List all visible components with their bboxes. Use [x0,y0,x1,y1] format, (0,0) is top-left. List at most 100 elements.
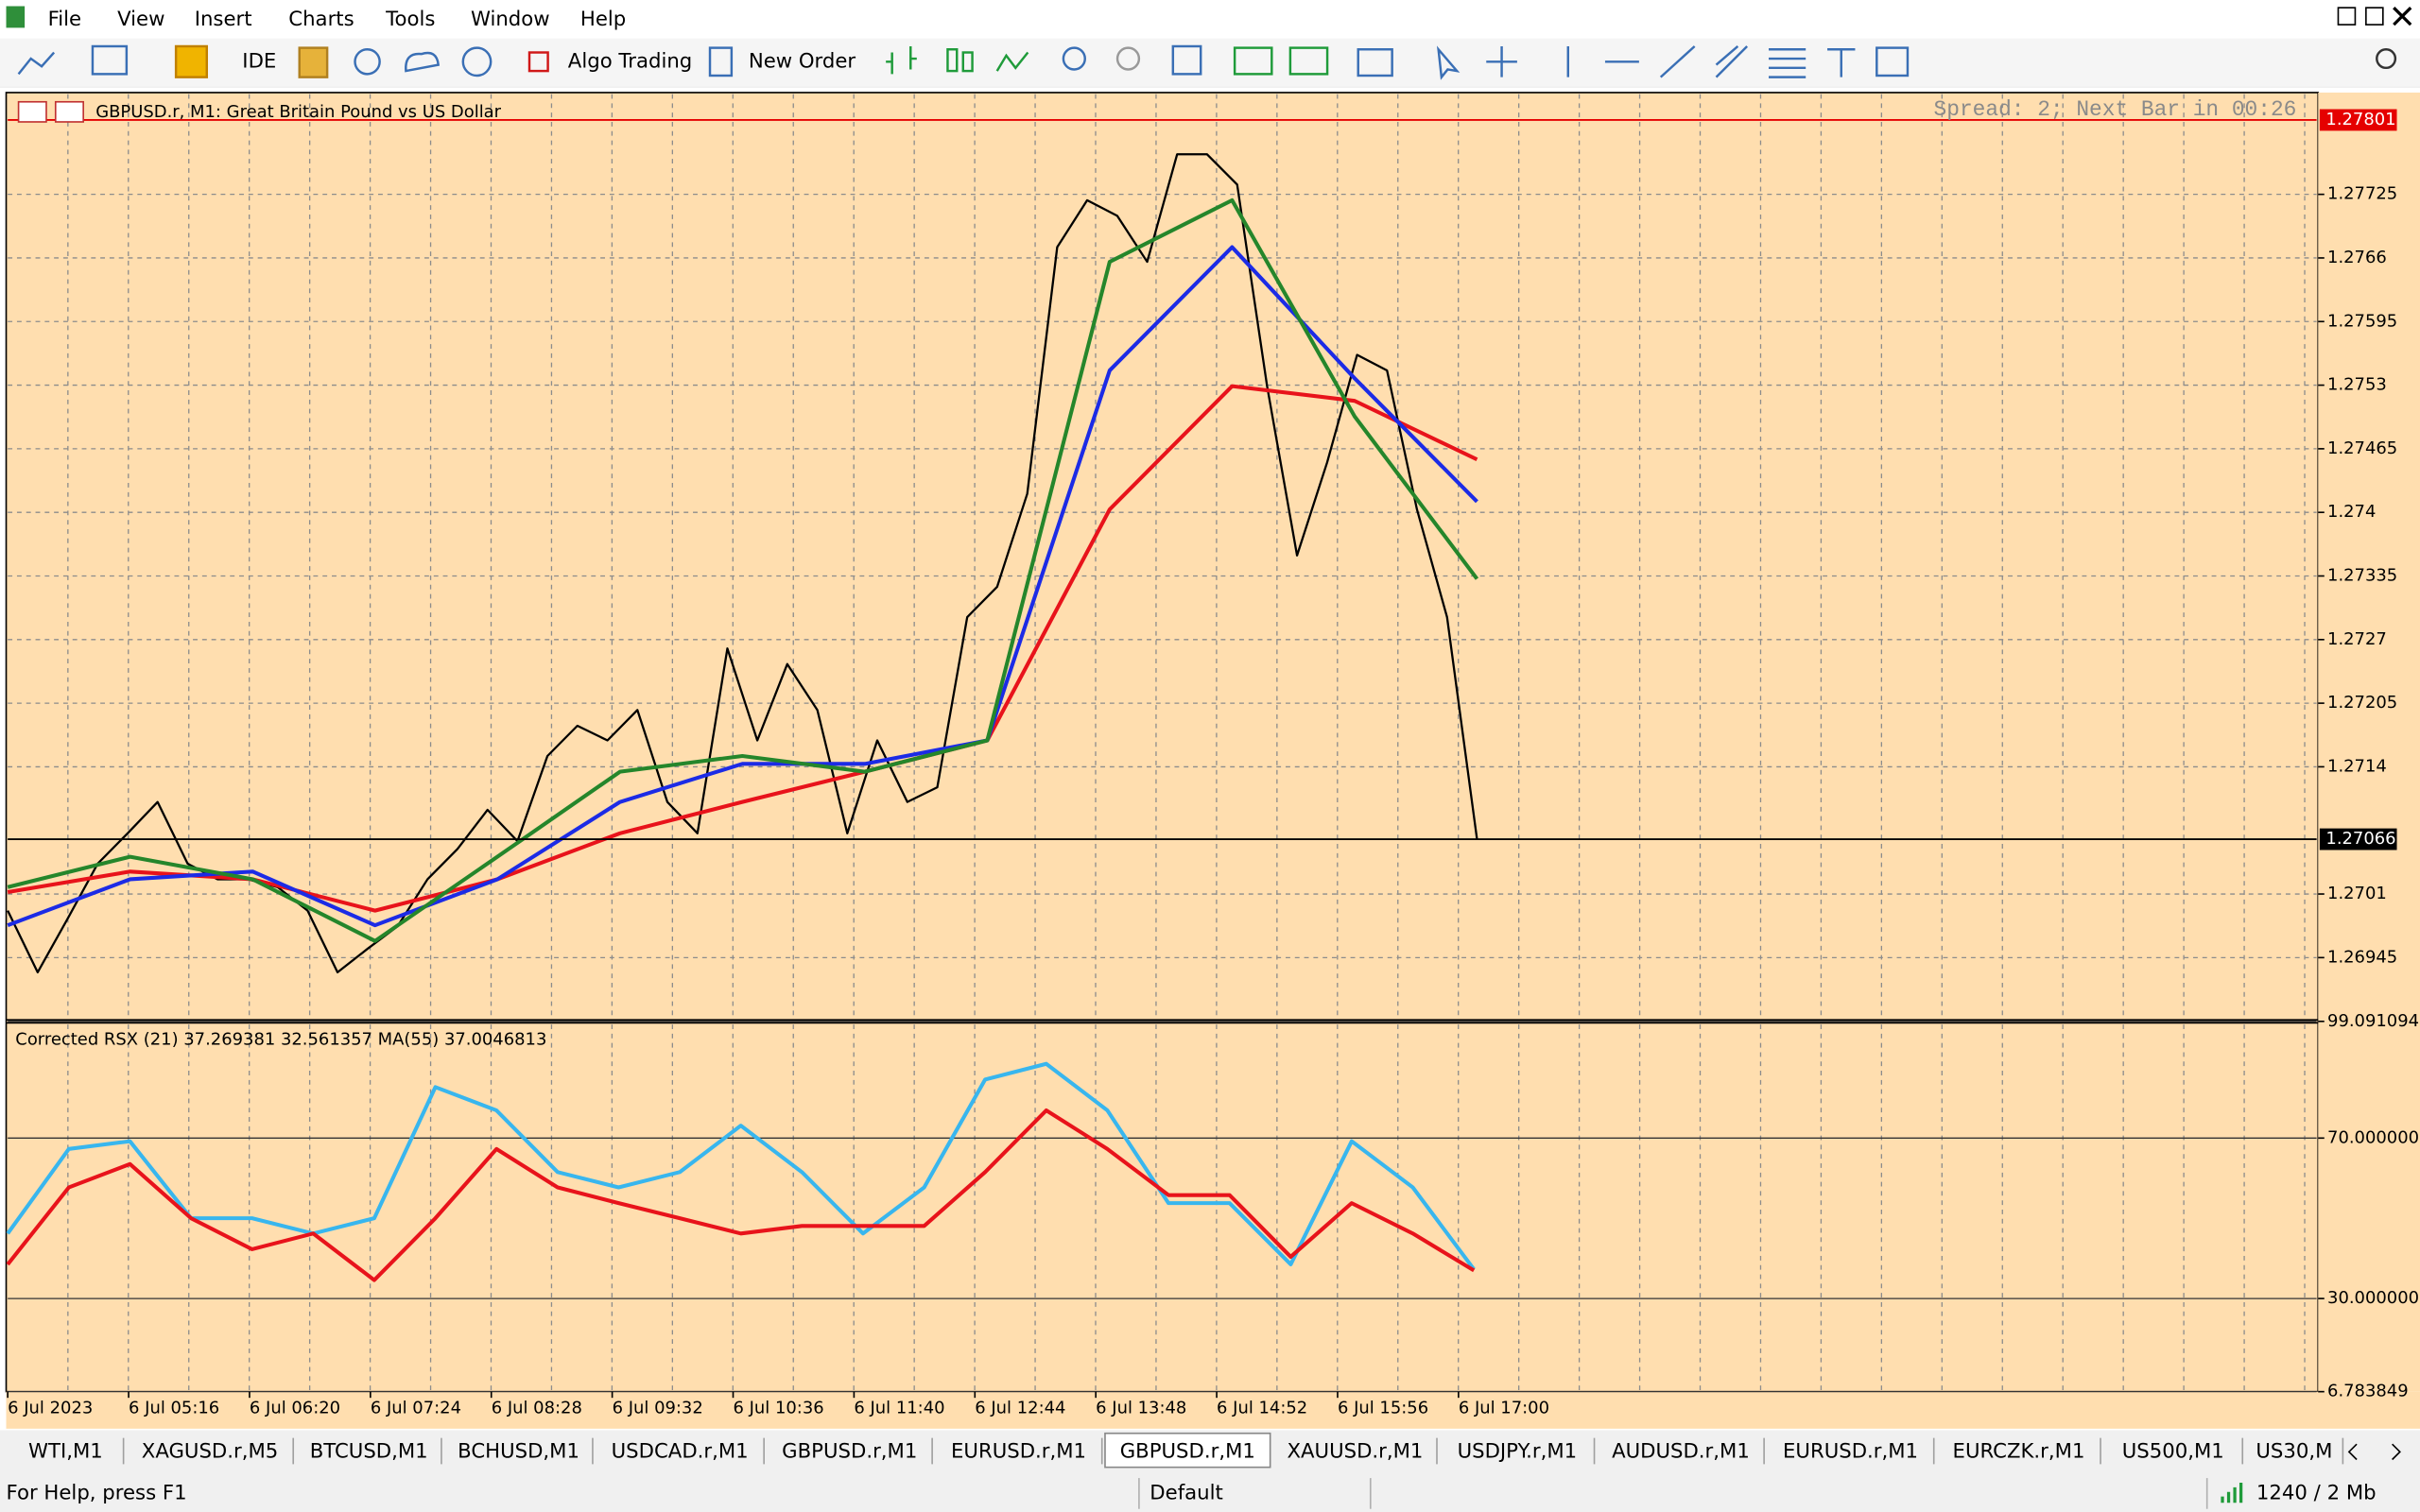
menu-item[interactable]: View [117,8,164,31]
chart-shift-button[interactable] [1288,46,1329,76]
x-tick-label: 6 Jul 10:36 [734,1399,824,1418]
symbol-tab[interactable]: EURUSD.r,M1 [1783,1439,1918,1463]
zoom-in-button[interactable] [1062,46,1086,71]
crosshair-button[interactable] [1486,45,1517,77]
active-tab[interactable] [1104,1432,1271,1469]
market-button[interactable] [174,44,208,78]
y-tick-label: 1.27335 [2327,566,2397,586]
close-button[interactable] [2393,7,2412,26]
y-tick-label: 1.26945 [2327,947,2397,967]
status-profile: Default [1150,1481,1223,1504]
symbol-tab[interactable]: BTCUSD,M1 [310,1439,428,1463]
symbol-tab[interactable]: EURUSD.r,M1 [951,1439,1086,1463]
new-chart-button[interactable] [17,51,56,76]
symbol-tab[interactable]: US30,M [2256,1439,2332,1463]
y-tick-label: 1.2714 [2327,756,2387,776]
symbol-tabs: WTI,M1 XAGUSD.r,M5 BTCUSD,M1 BCHUSD,M1 USDCA… [28,1432,2344,1469]
line-chart-button[interactable] [995,51,1029,72]
symbol-tab[interactable]: GBPUSD.r,M1 [1120,1439,1255,1463]
x-tick-label: 6 Jul 09:32 [613,1399,703,1418]
symbol-tab[interactable]: GBPUSD.r,M1 [782,1439,917,1463]
series-line [7,198,1479,943]
price-scale [2318,92,2420,1392]
channel-button[interactable] [1715,45,1749,78]
community-button[interactable] [461,46,493,77]
x-tick-label: 6 Jul 11:40 [854,1399,944,1418]
x-tick-label: 6 Jul 08:28 [492,1399,582,1418]
candles-button-2[interactable] [961,51,974,73]
indicator-label: Corrected RSX (21) 37.269381 32.561357 M… [15,1029,546,1049]
symbol-tab[interactable]: USDCAD.r,M1 [612,1439,749,1463]
symbol-tab[interactable]: XAGUSD.r,M5 [142,1439,278,1463]
plot: 1.27725 1.2766 1.27595 1.2753 1.27465 1.274 1.… [6,109,2419,1418]
zoom-out-button[interactable] [1115,46,1141,71]
chart-title: GBPUSD.r, M1: Great Britain Pound vs US … [95,102,501,122]
new-order-icon[interactable] [708,46,734,77]
text-button[interactable] [1827,48,1856,77]
menu-item[interactable]: Insert [195,8,252,31]
toolbar [0,38,2420,87]
shapes-button[interactable] [1876,46,1910,77]
symbol-tab[interactable]: USDJPY.r,M1 [1458,1439,1578,1463]
tile-windows-button[interactable] [1171,44,1202,76]
app-icon [6,6,26,28]
status-bar [0,1473,2420,1512]
cursor-button[interactable] [1436,45,1461,80]
candles-button[interactable] [946,48,959,73]
screenshot-button[interactable] [1357,48,1393,77]
x-tick-label: 6 Jul 15:56 [1338,1399,1428,1418]
time-scale [6,1391,2420,1429]
menu-item[interactable]: Help [580,8,626,31]
x-tick-label: 6 Jul 07:24 [371,1399,461,1418]
market-bag-button[interactable] [298,46,329,78]
algo-trading-button[interactable]: Algo Trading [568,49,692,73]
symbol-tab[interactable]: WTI,M1 [28,1439,103,1463]
ide-button[interactable]: IDE [242,49,276,73]
window-controls [2337,7,2412,26]
symbol-tab[interactable]: AUDUSD.r,M1 [1612,1439,1750,1463]
y-tick-label: 1.2727 [2327,629,2387,649]
symbol-tab[interactable]: EURCZK.r,M1 [1953,1439,2085,1463]
symbol-tab[interactable]: US500,M1 [2122,1439,2224,1463]
y-tick-label: 1.27595 [2327,311,2397,331]
symbol-tab[interactable]: BCHUSD,M1 [458,1439,579,1463]
y-tick-label: 1.2701 [2327,884,2387,903]
x-tick-label: 6 Jul 13:48 [1096,1399,1186,1418]
series-line [6,1108,1476,1282]
chart-templates-button[interactable] [91,44,129,76]
menu-item[interactable]: File [48,8,82,31]
y-tick-label: 1.27205 [2327,693,2397,713]
fibo-button[interactable] [1769,48,1806,78]
menu-item[interactable]: Charts [288,8,354,31]
signals-button[interactable] [354,48,381,76]
status-memory: 1240 / 2 Mb [2256,1481,2377,1504]
x-tick-label: 6 Jul 05:16 [129,1399,219,1418]
price-label-box [2319,828,2397,850]
y-tick-label: 1.27725 [2327,184,2397,204]
algo-trading-icon[interactable] [527,51,549,73]
new-order-button[interactable]: New Order [749,49,856,73]
chart-area [5,92,2320,1393]
bar-chart-button[interactable] [886,45,917,75]
symbol-tab[interactable]: XAUUSD.r,M1 [1287,1439,1423,1463]
minimize-button[interactable] [2337,7,2357,26]
chart-icon [54,100,84,123]
status-help: For Help, press F1 [7,1481,187,1504]
y-tick-label: 1.27465 [2327,438,2397,458]
menu-item[interactable]: Tools [385,8,435,31]
restore-button[interactable] [2365,7,2384,26]
x-tick-label: 6 Jul 12:44 [975,1399,1065,1418]
vps-button[interactable] [405,51,441,73]
spread-info: Spread: 2; Next Bar in 00:26 [1934,97,2297,122]
y-tick-label: 1.2766 [2327,248,2387,267]
vertical-grid [67,94,2306,1391]
trendline-button[interactable] [1659,45,1696,78]
connection-icon [2221,1482,2243,1503]
menu: File View Insert Charts Tools Window Help [48,8,627,31]
autoscroll-button[interactable] [1233,46,1273,76]
tab-scroll-buttons[interactable] [2347,1443,2401,1461]
menu-item[interactable]: Window [471,8,550,31]
search-button[interactable] [2376,48,2397,70]
